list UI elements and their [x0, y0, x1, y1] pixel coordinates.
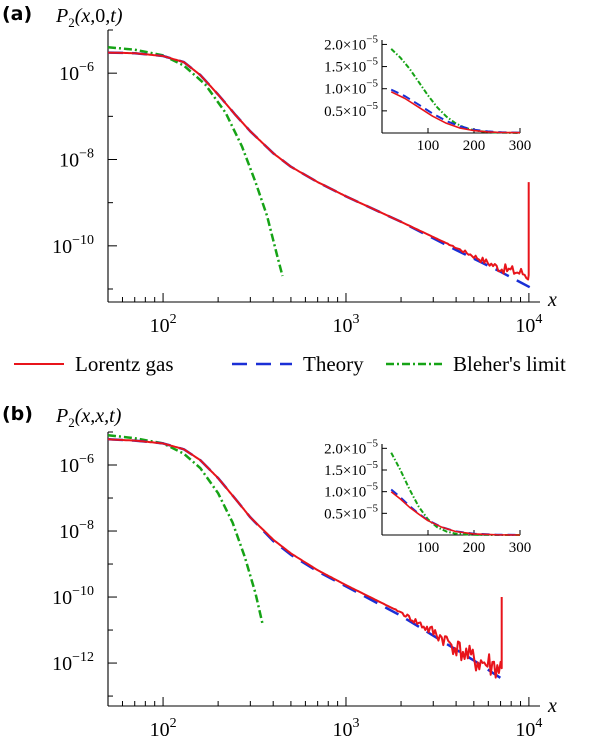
panel-a-y-tick-label: 10−8: [59, 147, 94, 172]
panel-b-inset-y-tick-label: 2.0×10−5: [324, 437, 378, 457]
panel-a-y-tick-label: 10−6: [59, 60, 94, 85]
panel-b-inset: 100 200 300 0.5×10−51.0×10−51.5×10−52.0×10−…: [324, 437, 531, 556]
legend-item-theory: Theory: [232, 352, 364, 376]
panel-b-axes: 102 103 104 10−6 10−8 10−10 10−12: [52, 431, 542, 740]
panel-a-series-bleher-s-limit: [107, 45, 284, 277]
panel-b-inset-x-tick-label: 200: [463, 540, 486, 556]
panel-a-inset-series-theory: [390, 88, 521, 134]
legend-label-blehers-limit: Bleher's limit: [453, 352, 566, 376]
panel-a-inset-y-tick-label: 1.0×10−5: [324, 78, 378, 98]
panel-b-y-tick-label: 10−6: [59, 452, 94, 477]
panel-b-inset-x-tick-label: 100: [417, 540, 440, 556]
panel-a-inset-y-tick-label: 1.5×10−5: [324, 56, 378, 76]
legend: Lorentz gas Theory Bleher's limit: [14, 352, 566, 376]
panel-b-inset-x-tick-label: 300: [509, 540, 532, 556]
panel-b-xlabel: x: [547, 695, 557, 717]
panel-a-ylabel: P2(x,0,t): [55, 5, 123, 30]
panel-a-inset-x-tick-label: 200: [463, 138, 486, 154]
panel-a: (a) P2(x,0,t) 102 103 104 10−6 10−8 10−10 100…: [2, 3, 557, 337]
legend-item-lorentz-gas: Lorentz gas: [14, 352, 174, 376]
panel-a-label: (a): [2, 3, 32, 25]
panel-a-series-lorentz-gas: [108, 51, 530, 281]
panel-b-inset-series-bleher-s-limit: [390, 452, 520, 536]
panel-b-inset-series-theory: [390, 488, 521, 536]
panel-a-xlabel: x: [547, 289, 557, 311]
panel-a-inset-series-lorentz-gas: [390, 91, 521, 134]
panel-a-plot: 100 200 300 0.5×10−51.0×10−51.5×10−5 2.0×10−…: [107, 33, 531, 289]
legend-item-blehers-limit: Bleher's limit: [386, 352, 566, 376]
panel-a-inset: 100 200 300 0.5×10−51.0×10−51.5×10−5 2.0×10−…: [324, 33, 531, 154]
legend-label-theory: Theory: [303, 352, 364, 376]
legend-label-lorentz-gas: Lorentz gas: [75, 352, 174, 376]
panel-a-y-tick-label: 10−10: [52, 233, 94, 258]
panel-b-series-lorentz-gas: [107, 438, 503, 679]
panel-b-y-tick-label: 10−10: [52, 584, 94, 609]
panel-a-inset-series-bleher-s-limit: [390, 48, 521, 134]
panel-b-series-bleher-s-limit: [107, 433, 264, 625]
panel-b-label: (b): [2, 403, 33, 425]
panel-b-plot: 100 200 300 0.5×10−51.0×10−51.5×10−52.0×10−…: [107, 433, 531, 681]
panel-a-inset-y-tick-label: 0.5×10−5: [324, 100, 378, 120]
panel-a-x-tick-label: 102: [150, 312, 177, 337]
panel-b-inset-series-lorentz-gas: [390, 491, 521, 536]
panel-a-inset-x-tick-label: 300: [509, 138, 532, 154]
panel-a-inset-x-tick-label: 100: [417, 138, 440, 154]
panel-b-ylabel: P2(x,x,t): [55, 405, 122, 430]
panel-b-inset-y-tick-label: 1.5×10−5: [324, 459, 378, 479]
panel-a-inset-y-tick-label: 2.0×10−5: [324, 33, 378, 53]
panel-b-x-tick-label: 102: [150, 716, 177, 740]
panel-b-x-tick-label: 104: [515, 716, 542, 740]
panel-b: (b) P2(x,x,t) 102 103 104 10−6 10−8 10−10 10−1…: [2, 403, 557, 740]
panel-b-y-tick-label: 10−12: [52, 650, 94, 675]
panel-b-inset-y-tick-label: 1.0×10−5: [324, 481, 378, 501]
panel-a-axes: 102 103 104 10−6 10−8 10−10: [52, 29, 542, 337]
panel-b-inset-y-tick-label: 0.5×10−5: [324, 502, 378, 522]
panel-a-x-tick-label: 103: [332, 312, 359, 337]
panel-a-x-tick-label: 104: [515, 312, 542, 337]
panel-b-x-tick-label: 103: [332, 716, 359, 740]
panel-b-y-tick-label: 10−8: [59, 518, 94, 543]
